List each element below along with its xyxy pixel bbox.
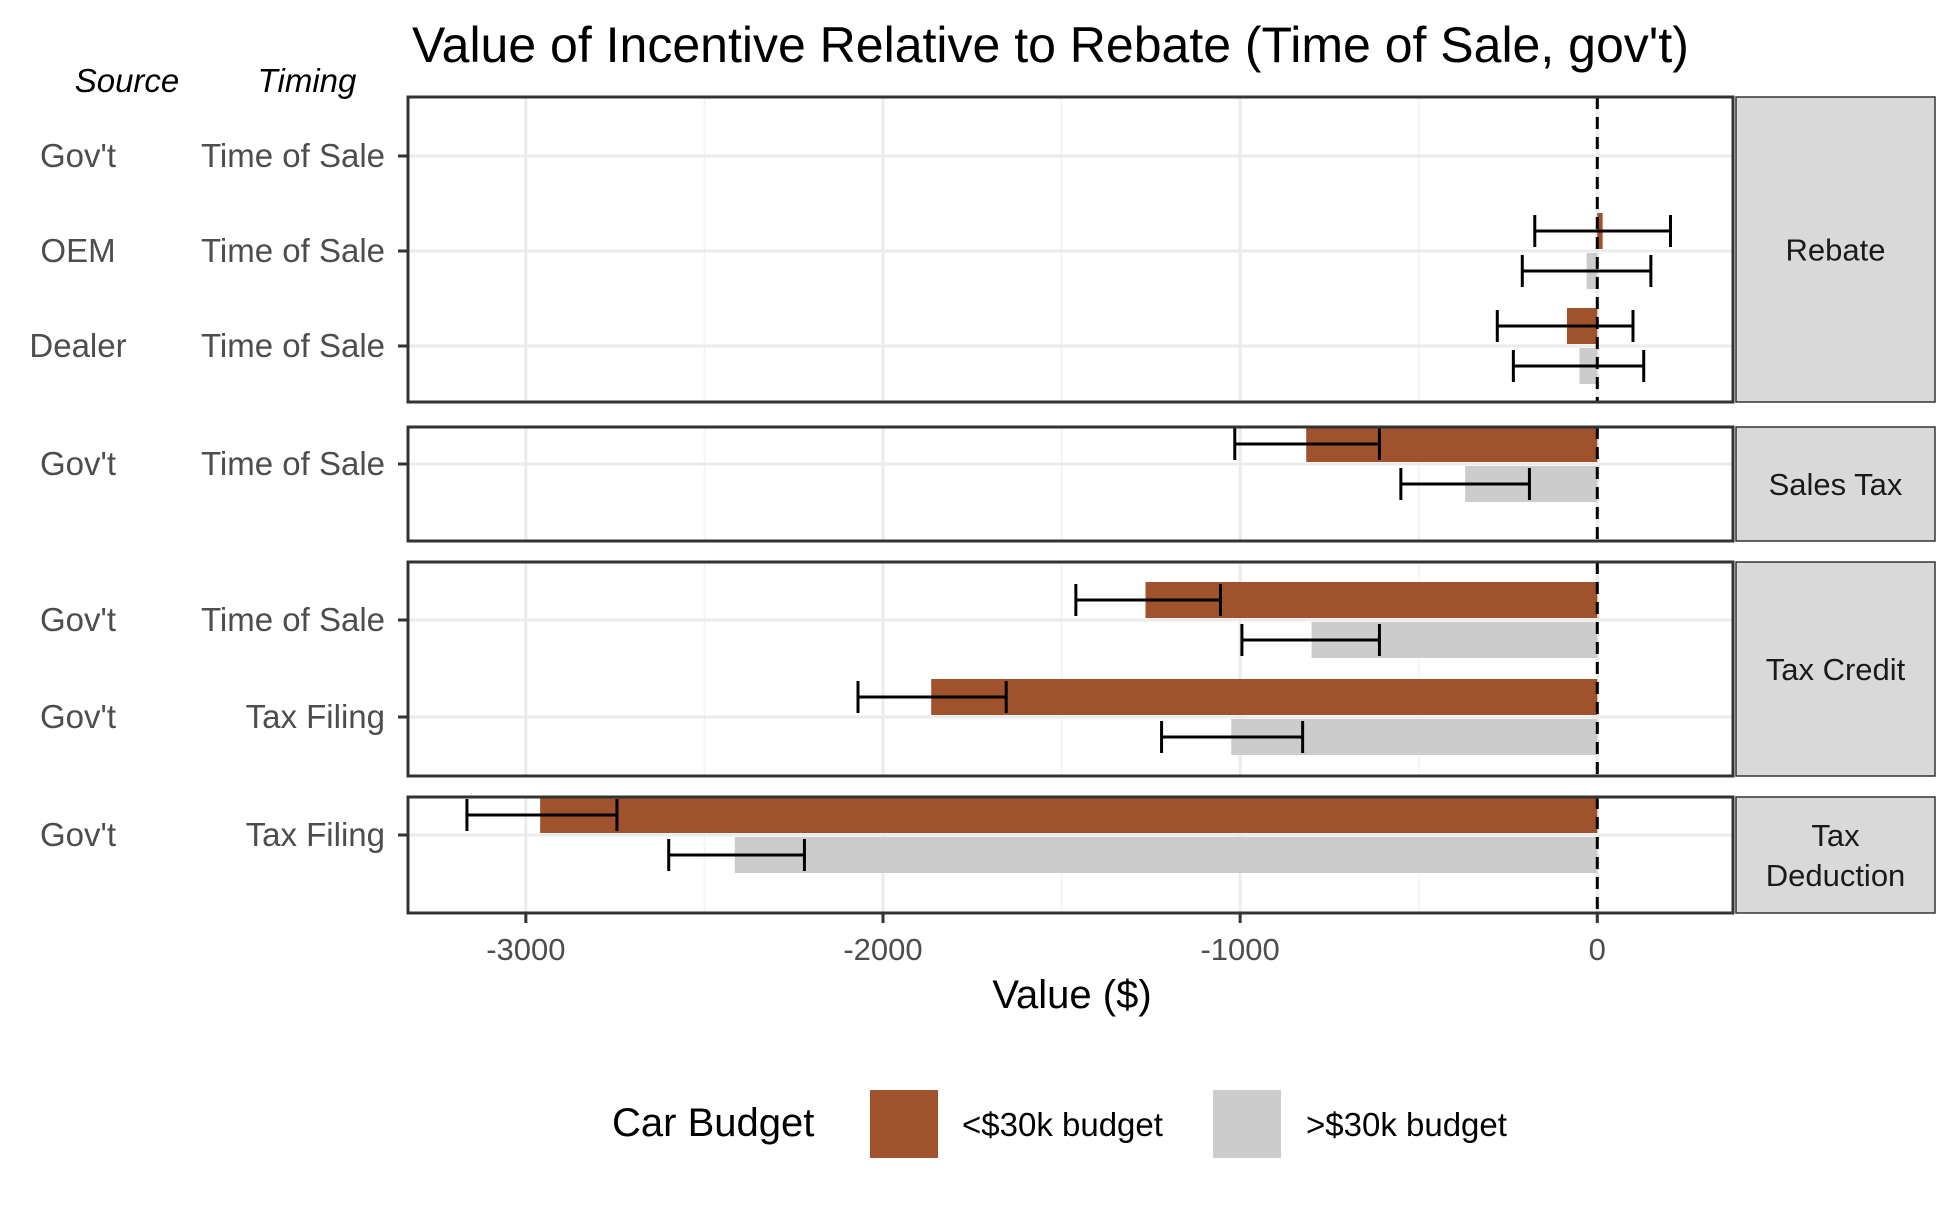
facet-panel: Tax Credit (406, 560, 1936, 778)
row-label-timing: Time of Sale (201, 327, 385, 364)
legend-label-under-30k: <$30k budget (962, 1106, 1163, 1143)
row-label-timing: Time of Sale (201, 232, 385, 269)
row-label-source: OEM (40, 232, 115, 269)
column-header-source: Source (75, 62, 180, 99)
facet-strip-label: Deduction (1766, 858, 1906, 893)
bar-under-30k (540, 797, 1598, 833)
facet-strip-label: Sales Tax (1769, 467, 1903, 502)
row-label-source: Dealer (29, 327, 126, 364)
legend-swatch-over-30k (1213, 1090, 1281, 1158)
facet-strip-label: Rebate (1786, 233, 1886, 268)
x-axis-title: Value ($) (992, 973, 1151, 1017)
facet-strip-label: Tax (1811, 818, 1860, 853)
facet-panel: Tax Deduction (406, 795, 1936, 915)
x-tick-label: -3000 (486, 932, 565, 967)
legend: Car Budget <$30k budget >$30k budget (612, 1090, 1507, 1158)
legend-title: Car Budget (612, 1101, 814, 1145)
legend-label-over-30k: >$30k budget (1306, 1106, 1507, 1143)
bar-under-30k (931, 679, 1598, 715)
x-tick-label: -2000 (843, 932, 922, 967)
panel-border (406, 425, 1735, 543)
row-label-timing: Time of Sale (201, 137, 385, 174)
row-label-source: Gov't (40, 816, 116, 853)
facet-panels: Rebate Gov't Time of Sale OEM Time of Sale De… (29, 95, 1936, 915)
row-label-source: Gov't (40, 445, 116, 482)
facet-strip (1735, 796, 1936, 914)
row-label-source: Gov't (40, 698, 116, 735)
facet-strip-label: Tax Credit (1766, 652, 1906, 687)
x-tick-label: -1000 (1200, 932, 1279, 967)
facet-strip (1735, 96, 1936, 403)
column-header-timing: Timing (258, 62, 357, 99)
panel-border (406, 560, 1735, 778)
x-axis: -3000 -2000 -1000 0 (486, 913, 1606, 967)
row-label-timing: Tax Filing (246, 816, 385, 853)
facet-panel: Sales Tax (406, 425, 1936, 543)
row-label-timing: Time of Sale (201, 445, 385, 482)
row-label-timing: Tax Filing (246, 698, 385, 735)
row-label-source: Gov't (40, 137, 116, 174)
chart-title: Value of Incentive Relative to Rebate (T… (412, 17, 1689, 73)
bar-over-30k (734, 837, 1598, 873)
facet-strip (1735, 426, 1936, 542)
facet-strip (1735, 561, 1936, 777)
facet-panel: Rebate (406, 95, 1936, 404)
x-tick-label: 0 (1589, 932, 1606, 967)
panel-border (406, 795, 1735, 915)
row-label-source: Gov't (40, 601, 116, 638)
row-label-timing: Time of Sale (201, 601, 385, 638)
legend-swatch-under-30k (870, 1090, 938, 1158)
